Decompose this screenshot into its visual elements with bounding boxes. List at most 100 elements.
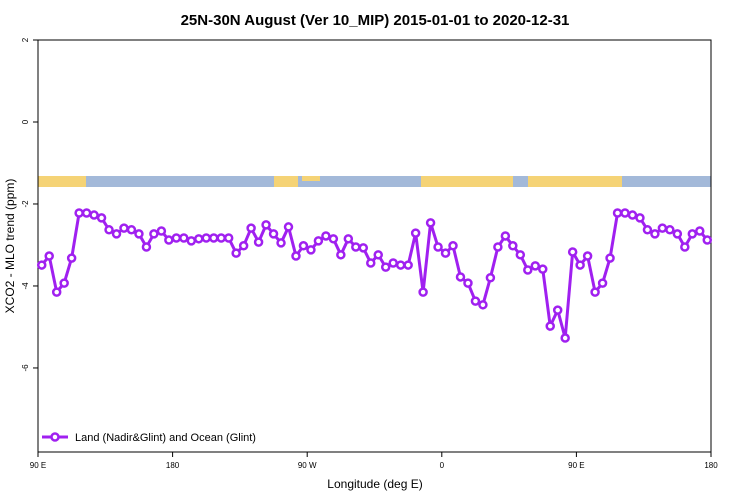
data-point <box>126 225 137 235</box>
data-point <box>66 253 77 263</box>
data-point <box>36 260 47 270</box>
data-point <box>119 223 129 233</box>
data-point <box>96 213 107 223</box>
data-point <box>366 258 376 268</box>
data-point <box>695 226 705 236</box>
data-point <box>545 321 555 331</box>
data-point <box>283 222 294 232</box>
land-ocean-strip <box>38 176 711 187</box>
data-point <box>253 237 264 247</box>
data-point <box>321 231 331 241</box>
chart-title: 25N-30N August (Ver 10_MIP) 2015-01-01 t… <box>181 12 570 29</box>
data-point <box>620 208 630 218</box>
x-tick-label: 90 W <box>298 461 317 470</box>
data-point <box>530 261 541 271</box>
data-point <box>508 241 518 251</box>
data-point <box>523 265 533 275</box>
y-tick-label: -2 <box>21 200 30 208</box>
y-tick-label: 2 <box>21 37 30 42</box>
data-point <box>51 287 62 297</box>
plot-frame <box>37 39 712 453</box>
data-point <box>149 229 159 239</box>
data-point <box>650 229 660 239</box>
data-point <box>336 250 346 260</box>
data-point <box>642 225 653 235</box>
data-point <box>500 231 511 241</box>
data-point <box>104 225 114 235</box>
y-tick-label: 0 <box>21 119 30 124</box>
data-point <box>261 220 271 230</box>
data-point <box>567 247 578 257</box>
data-point <box>328 234 339 244</box>
data-point <box>208 233 219 243</box>
data-point <box>179 233 189 243</box>
data-point <box>635 213 645 223</box>
data-point <box>455 272 466 282</box>
data-point <box>470 296 481 306</box>
y-tick-label: -6 <box>21 364 30 372</box>
data-point <box>597 278 608 288</box>
data-point <box>515 250 526 260</box>
y-tick-label: -4 <box>21 282 30 290</box>
data-point <box>306 245 316 255</box>
y-axis-label: XCO2 - MLO trend (ppm) <box>3 179 17 314</box>
data-point <box>657 223 668 233</box>
data-point <box>223 233 234 243</box>
x-tick-label: 0 <box>440 461 445 470</box>
x-axis-label: Longitude (deg E) <box>327 477 422 491</box>
x-tick-label: 90 E <box>568 461 584 470</box>
data-point <box>164 235 174 245</box>
data-point <box>186 236 197 246</box>
data-point <box>343 234 354 244</box>
data-point <box>216 233 226 243</box>
data-point <box>238 241 249 251</box>
data-point <box>687 229 698 239</box>
data-point <box>194 234 204 244</box>
data-point <box>380 262 391 272</box>
data-point <box>59 278 69 288</box>
data-point <box>418 287 428 297</box>
legend-label: Land (Nadir&Glint) and Ocean (Glint) <box>75 432 256 444</box>
data-point <box>612 208 623 218</box>
data-point <box>448 241 458 251</box>
legend-marker <box>50 432 60 442</box>
data-point <box>156 226 167 236</box>
data-point <box>493 242 503 252</box>
data-point <box>74 208 84 218</box>
data-point <box>81 208 92 218</box>
data-point <box>171 233 182 243</box>
data-point <box>388 258 398 268</box>
data-point <box>141 242 152 252</box>
data-point <box>231 248 241 258</box>
data-point <box>358 243 369 253</box>
data-point <box>433 242 443 252</box>
data-point <box>425 218 436 228</box>
data-point <box>313 236 324 246</box>
data-point <box>44 251 54 261</box>
data-point <box>134 229 144 239</box>
data-point <box>298 241 309 251</box>
data-point <box>605 253 615 263</box>
data-point <box>395 260 406 270</box>
data-point <box>291 251 301 261</box>
data-point <box>351 242 361 252</box>
data-point <box>268 229 279 239</box>
data-point <box>246 223 256 233</box>
data-point <box>485 273 496 283</box>
data-point <box>440 248 451 258</box>
data-point <box>590 287 600 297</box>
data-point <box>410 228 421 238</box>
data-point <box>478 300 488 310</box>
data-point <box>672 229 683 239</box>
data-point <box>89 210 99 220</box>
x-tick-label: 180 <box>704 461 718 470</box>
data-point <box>665 225 675 235</box>
data-point <box>560 333 570 343</box>
data-point <box>552 305 563 315</box>
data-point <box>582 251 593 261</box>
data-point <box>276 238 286 248</box>
data-point <box>373 250 383 260</box>
data-point <box>627 210 638 220</box>
data-point <box>538 264 548 274</box>
